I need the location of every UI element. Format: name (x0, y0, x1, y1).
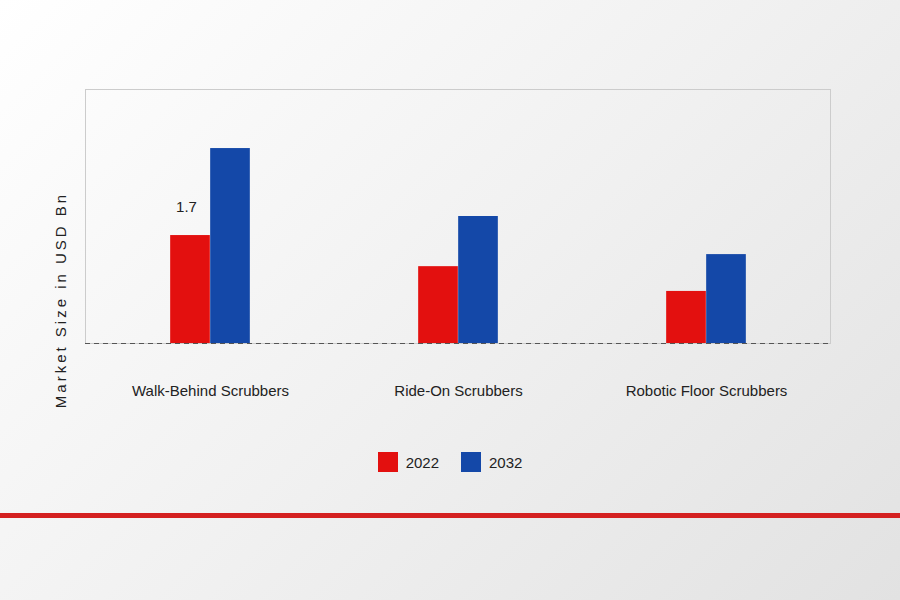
html-text:2032: 2032 (489, 453, 523, 471)
svg-text:Robotic Floor Scrubbers: Robotic Floor Scrubbers (626, 382, 788, 399)
svg-text:Walk-Behind Scrubbers: Walk-Behind Scrubbers (132, 382, 289, 399)
svg-text:1.7: 1.7 (176, 198, 197, 215)
html-text:2022: 2022 (405, 453, 439, 471)
html-text:Market Size in USD Bn: Market Size in USD Bn (51, 191, 69, 409)
svg-text:Ride-On Scrubbers: Ride-On Scrubbers (394, 382, 522, 399)
